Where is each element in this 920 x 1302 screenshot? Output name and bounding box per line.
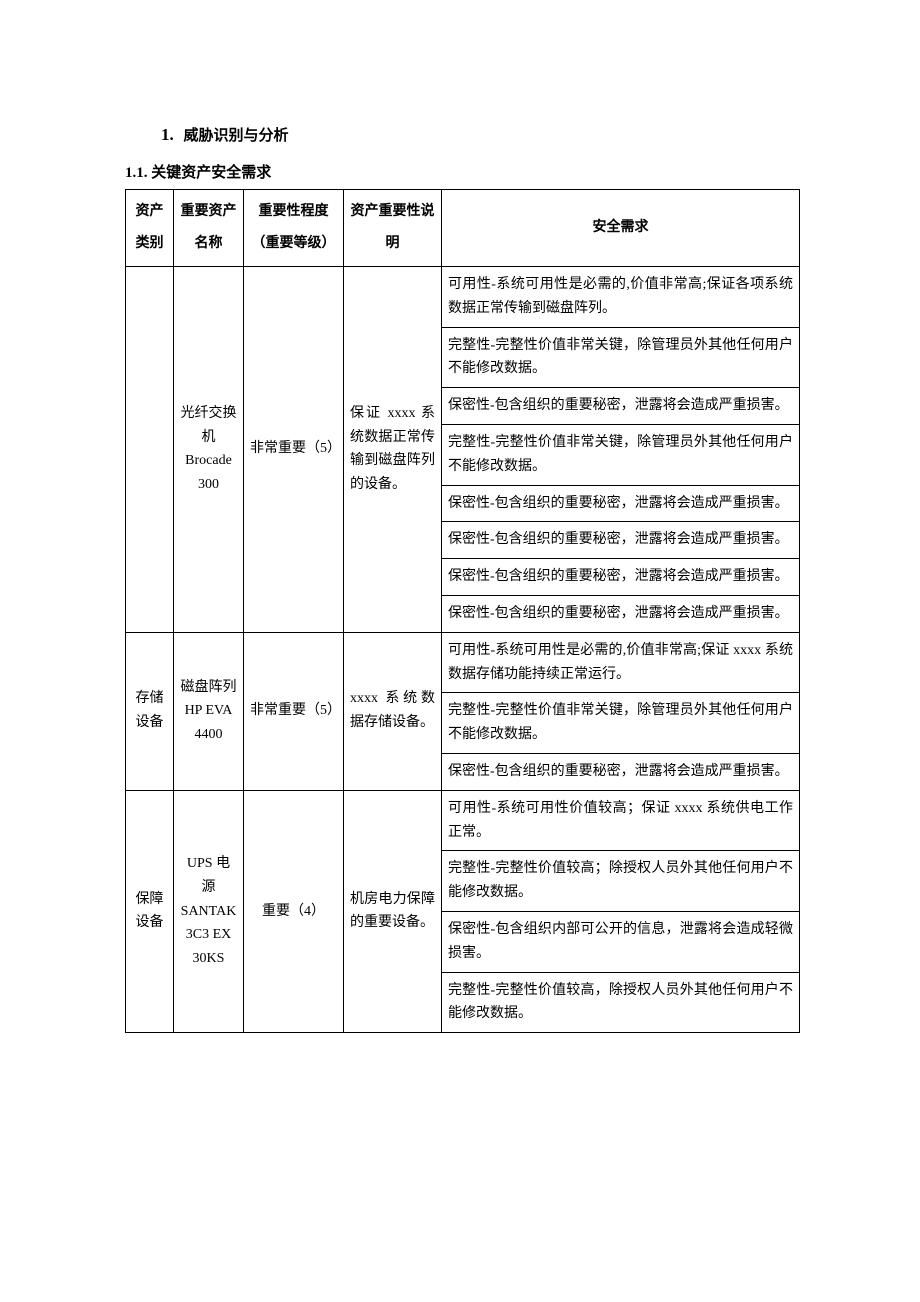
cell-security-requirement: 保密性-包含组织的重要秘密，泄露将会造成严重损害。 [442,522,800,559]
cell-security-requirement: 保密性-包含组织的重要秘密，泄露将会造成严重损害。 [442,559,800,596]
cell-security-requirement: 保密性-包含组织的重要秘密，泄露将会造成严重损害。 [442,485,800,522]
cell-security-requirement: 保密性-包含组织的重要秘密，泄露将会造成严重损害。 [442,595,800,632]
cell-security-requirement: 保密性-包含组织的重要秘密，泄露将会造成严重损害。 [442,388,800,425]
cell-security-requirement: 完整性-完整性价值非常关键，除管理员外其他任何用户不能修改数据。 [442,327,800,388]
cell-level: 非常重要（5） [244,632,344,790]
heading-2-number: 1.1. [125,165,148,181]
cell-asset: UPS 电源SANTAK 3C3 EX 30KS [174,790,244,1032]
cell-level: 重要（4） [244,790,344,1032]
cell-security-requirement: 可用性-系统可用性是必需的,价值非常高;保证 xxxx 系统数据存储功能持续正常… [442,632,800,693]
col-header-level: 重要性程度（重要等级） [244,189,344,266]
table-row: 保障设备UPS 电源SANTAK 3C3 EX 30KS重要（4）机房电力保障的… [126,790,800,851]
cell-description: 保证 xxxx 系统数据正常传输到磁盘阵列的设备。 [344,266,442,632]
cell-security-requirement: 保密性-包含组织内部可公开的信息，泄露将会造成轻微损害。 [442,911,800,972]
table-body: 光纤交换机 Brocade 300非常重要（5）保证 xxxx 系统数据正常传输… [126,266,800,1032]
table-row: 光纤交换机 Brocade 300非常重要（5）保证 xxxx 系统数据正常传输… [126,266,800,327]
heading-1-text: 威胁识别与分析 [184,128,289,144]
cell-security-requirement: 可用性-系统可用性价值较高；保证 xxxx 系统供电工作正常。 [442,790,800,851]
cell-category [126,266,174,632]
cell-security-requirement: 完整性-完整性价值非常关键，除管理员外其他任何用户不能修改数据。 [442,424,800,485]
cell-level: 非常重要（5） [244,266,344,632]
heading-1: 1. 威胁识别与分析 [161,120,800,151]
heading-2: 1.1. 关键资产安全需求 [125,161,800,185]
asset-security-table: 资产类别 重要资产名称 重要性程度（重要等级） 资产重要性说明 安全需求 光纤交… [125,189,800,1034]
col-header-category: 资产类别 [126,189,174,266]
table-row: 存储设备磁盘阵列 HP EVA 4400非常重要（5）xxxx 系统数据存储设备… [126,632,800,693]
cell-security-requirement: 完整性-完整性价值较高；除授权人员外其他任何用户不能修改数据。 [442,851,800,912]
cell-security-requirement: 保密性-包含组织的重要秘密，泄露将会造成严重损害。 [442,753,800,790]
col-header-desc: 资产重要性说明 [344,189,442,266]
cell-category: 存储设备 [126,632,174,790]
cell-description: 机房电力保障的重要设备。 [344,790,442,1032]
cell-category: 保障设备 [126,790,174,1032]
col-header-req: 安全需求 [442,189,800,266]
heading-1-number: 1. [161,125,174,144]
cell-security-requirement: 完整性-完整性价值较高，除授权人员外其他任何用户不能修改数据。 [442,972,800,1033]
table-header-row: 资产类别 重要资产名称 重要性程度（重要等级） 资产重要性说明 安全需求 [126,189,800,266]
cell-asset: 磁盘阵列 HP EVA 4400 [174,632,244,790]
cell-security-requirement: 可用性-系统可用性是必需的,价值非常高;保证各项系统数据正常传输到磁盘阵列。 [442,266,800,327]
col-header-asset: 重要资产名称 [174,189,244,266]
cell-description: xxxx 系统数据存储设备。 [344,632,442,790]
cell-asset: 光纤交换机 Brocade 300 [174,266,244,632]
cell-security-requirement: 完整性-完整性价值非常关键，除管理员外其他任何用户不能修改数据。 [442,693,800,754]
document-page: 1. 威胁识别与分析 1.1. 关键资产安全需求 资产类别 重要资产名称 重要性… [0,0,920,1302]
heading-2-text: 关键资产安全需求 [151,165,271,181]
